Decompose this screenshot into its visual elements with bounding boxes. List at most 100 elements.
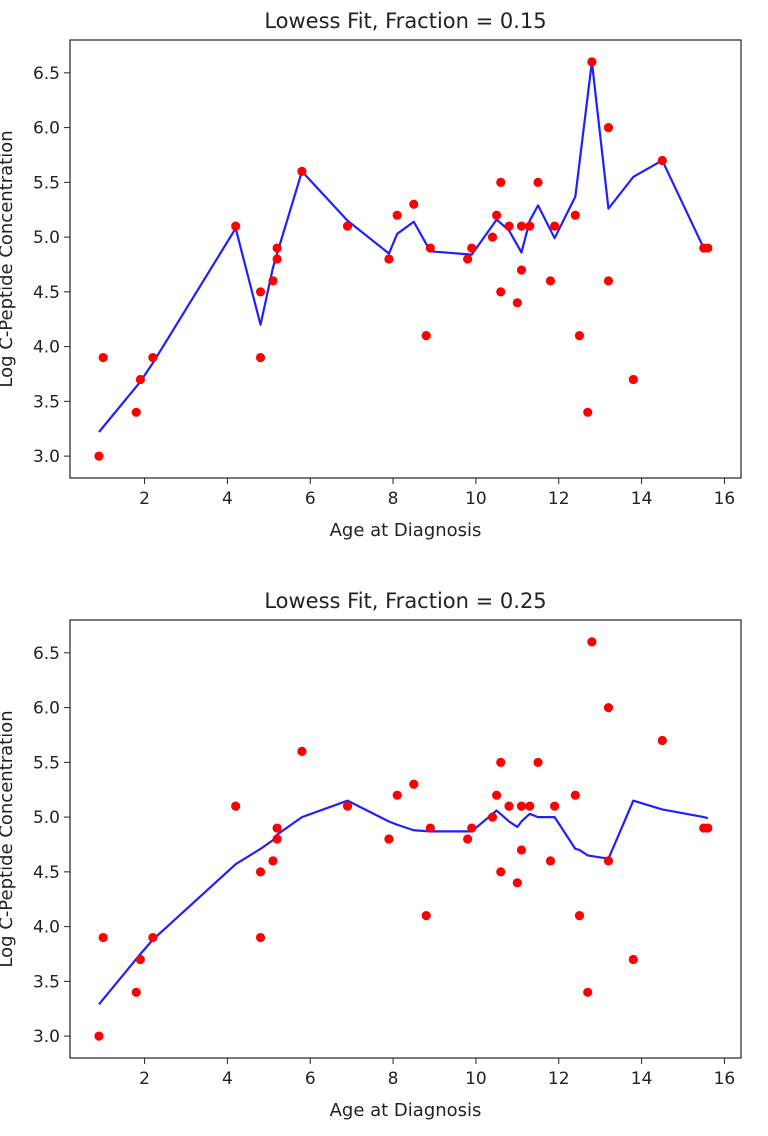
data-point	[583, 987, 593, 997]
data-point	[384, 834, 394, 844]
y-tick-label: 4.0	[33, 338, 60, 358]
data-point	[525, 801, 535, 811]
data-point	[255, 867, 266, 877]
x-tick-label: 8	[388, 1069, 399, 1089]
data-point	[496, 287, 506, 297]
lowess-fit-line	[98, 60, 708, 433]
data-point	[268, 856, 278, 866]
y-tick-label: 5.0	[33, 808, 60, 828]
y-tick-label: 4.0	[33, 918, 60, 938]
data-point	[342, 801, 353, 811]
data-point	[98, 932, 108, 943]
data-point	[603, 123, 614, 133]
data-point	[392, 790, 402, 800]
data-point	[131, 987, 141, 997]
chart-title: Lowess Fit, Fraction = 0.15	[264, 9, 546, 33]
data-point	[570, 210, 580, 220]
data-point	[487, 812, 498, 822]
data-point	[492, 210, 502, 220]
data-point	[148, 352, 158, 363]
x-tick-label: 4	[222, 1069, 233, 1089]
data-point	[297, 746, 307, 757]
data-point	[550, 801, 560, 811]
data-point	[703, 243, 713, 253]
x-tick-label: 6	[305, 1069, 316, 1089]
data-point	[603, 856, 614, 866]
x-tick-label: 14	[631, 489, 653, 509]
y-tick-label: 6.5	[33, 644, 60, 664]
x-axis-label: Age at Diagnosis	[330, 520, 482, 541]
y-tick-label: 3.5	[33, 972, 60, 992]
y-tick-label: 5.5	[33, 173, 60, 193]
data-point	[657, 155, 667, 166]
data-point	[94, 451, 104, 461]
data-point	[545, 276, 556, 286]
x-tick-label: 12	[548, 1069, 570, 1089]
data-point	[384, 254, 394, 264]
data-point	[409, 779, 419, 789]
data-point	[603, 276, 614, 286]
data-point	[628, 374, 638, 385]
data-point	[135, 374, 146, 385]
chart-panel-1: Lowess Fit, Fraction = 0.15 2 4 6 8 10 12 14 16 3…	[0, 9, 742, 541]
x-tick-label: 2	[139, 1069, 150, 1089]
lowess-fit-line	[98, 799, 709, 1006]
data-point	[516, 845, 527, 855]
data-point	[533, 757, 543, 767]
chart-panel-2: Lowess Fit, Fraction = 0.25 2 4 6 8 10 12 14 16 3…	[0, 589, 742, 1121]
data-point	[421, 331, 431, 341]
data-point	[516, 265, 527, 275]
x-tick-label: 4	[222, 489, 233, 509]
data-point	[492, 790, 502, 800]
x-tick-label: 10	[465, 1069, 487, 1089]
y-tick-label: 3.0	[33, 1027, 60, 1047]
data-point	[525, 221, 535, 231]
plot-area-frame	[69, 619, 742, 1059]
data-point	[550, 221, 560, 231]
data-point	[516, 801, 527, 811]
x-tick-label: 8	[388, 489, 399, 509]
data-point	[496, 177, 506, 187]
data-point	[98, 352, 108, 363]
data-point	[268, 276, 278, 286]
data-point	[148, 932, 158, 943]
data-point	[463, 834, 473, 844]
data-point	[496, 867, 506, 877]
data-point	[94, 1031, 104, 1041]
data-point	[272, 243, 282, 253]
chart-title: Lowess Fit, Fraction = 0.25	[264, 589, 546, 613]
data-point	[467, 823, 477, 833]
x-axis-label: Age at Diagnosis	[330, 1100, 482, 1121]
data-point	[463, 254, 473, 264]
y-tick-label: 5.0	[33, 228, 60, 248]
data-point	[545, 856, 556, 866]
data-point	[272, 834, 282, 844]
data-point	[425, 243, 435, 253]
x-tick-label: 2	[139, 489, 150, 509]
y-tick-label: 3.5	[33, 392, 60, 412]
data-point	[574, 331, 585, 341]
data-point	[135, 954, 146, 965]
data-point	[512, 298, 522, 308]
x-tick-label: 14	[631, 1069, 653, 1089]
y-axis-label: Log C-Peptide Concentration	[0, 130, 17, 387]
data-point	[587, 637, 597, 647]
data-point	[421, 911, 431, 921]
data-point	[533, 177, 543, 187]
x-tick-label: 12	[548, 489, 570, 509]
data-point	[272, 254, 282, 264]
data-point	[255, 352, 266, 363]
data-point	[504, 801, 514, 811]
data-point	[603, 703, 614, 713]
data-point	[255, 932, 266, 943]
x-tick-label: 16	[714, 489, 736, 509]
data-point	[131, 407, 141, 417]
data-point	[587, 57, 597, 67]
data-point	[504, 221, 514, 231]
y-tick-label: 6.5	[33, 64, 60, 84]
x-tick-label: 10	[465, 489, 487, 509]
data-point	[574, 911, 585, 921]
data-point	[425, 823, 435, 833]
data-point	[297, 166, 307, 176]
